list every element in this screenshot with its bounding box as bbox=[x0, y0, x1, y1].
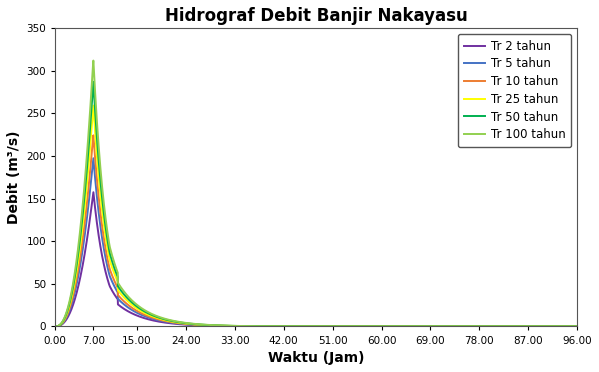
Tr 25 tahun bbox=[90, 103, 97, 108]
Line: Tr 10 tahun: Tr 10 tahun bbox=[55, 135, 577, 327]
Legend: Tr 2 tahun, Tr 5 tahun, Tr 10 tahun, Tr 25 tahun, Tr 50 tahun, Tr 100 tahun: Tr 2 tahun, Tr 5 tahun, Tr 10 tahun, Tr … bbox=[458, 34, 571, 147]
Tr 10 tahun bbox=[507, 324, 515, 329]
Tr 5 tahun bbox=[274, 324, 282, 328]
Tr 5 tahun bbox=[574, 324, 581, 329]
Tr 100 tahun bbox=[111, 263, 119, 267]
Tr 5 tahun bbox=[90, 156, 97, 160]
Line: Tr 2 tahun: Tr 2 tahun bbox=[55, 192, 577, 327]
Tr 25 tahun bbox=[252, 324, 259, 328]
Tr 2 tahun bbox=[564, 324, 571, 329]
Title: Hidrograf Debit Banjir Nakayasu: Hidrograf Debit Banjir Nakayasu bbox=[165, 7, 468, 25]
Y-axis label: Debit (m³/s): Debit (m³/s) bbox=[7, 131, 21, 224]
Tr 2 tahun bbox=[111, 293, 119, 298]
Tr 100 tahun bbox=[143, 309, 150, 313]
Tr 5 tahun bbox=[564, 324, 571, 329]
Tr 100 tahun bbox=[52, 324, 59, 329]
Line: Tr 100 tahun: Tr 100 tahun bbox=[55, 61, 577, 327]
Line: Tr 25 tahun: Tr 25 tahun bbox=[55, 106, 577, 327]
Tr 25 tahun bbox=[574, 324, 581, 329]
Tr 2 tahun bbox=[90, 190, 97, 195]
Tr 10 tahun bbox=[574, 324, 581, 329]
Tr 2 tahun bbox=[252, 324, 259, 328]
Tr 5 tahun bbox=[252, 324, 259, 328]
X-axis label: Waktu (Jam): Waktu (Jam) bbox=[268, 351, 365, 365]
Tr 25 tahun bbox=[274, 324, 282, 328]
Tr 50 tahun bbox=[564, 324, 571, 329]
Line: Tr 5 tahun: Tr 5 tahun bbox=[55, 158, 577, 327]
Tr 10 tahun bbox=[143, 313, 150, 318]
Tr 10 tahun bbox=[111, 280, 119, 285]
Tr 100 tahun bbox=[252, 324, 259, 328]
Tr 10 tahun bbox=[52, 324, 59, 329]
Tr 10 tahun bbox=[274, 324, 282, 328]
Tr 50 tahun bbox=[90, 80, 97, 84]
Tr 50 tahun bbox=[507, 324, 515, 329]
Tr 25 tahun bbox=[111, 273, 119, 278]
Tr 50 tahun bbox=[143, 310, 150, 314]
Tr 50 tahun bbox=[574, 324, 581, 329]
Tr 50 tahun bbox=[252, 324, 259, 328]
Tr 10 tahun bbox=[564, 324, 571, 329]
Tr 2 tahun bbox=[507, 324, 515, 329]
Tr 100 tahun bbox=[574, 324, 581, 329]
Tr 10 tahun bbox=[252, 324, 259, 328]
Tr 25 tahun bbox=[564, 324, 571, 329]
Tr 5 tahun bbox=[52, 324, 59, 329]
Tr 50 tahun bbox=[52, 324, 59, 329]
Tr 100 tahun bbox=[274, 324, 282, 328]
Tr 25 tahun bbox=[507, 324, 515, 329]
Tr 100 tahun bbox=[90, 58, 97, 63]
Line: Tr 50 tahun: Tr 50 tahun bbox=[55, 82, 577, 327]
Tr 5 tahun bbox=[143, 314, 150, 319]
Tr 100 tahun bbox=[564, 324, 571, 329]
Tr 2 tahun bbox=[143, 317, 150, 321]
Tr 100 tahun bbox=[507, 324, 515, 329]
Tr 50 tahun bbox=[111, 267, 119, 272]
Tr 5 tahun bbox=[507, 324, 515, 329]
Tr 2 tahun bbox=[52, 324, 59, 329]
Tr 25 tahun bbox=[52, 324, 59, 329]
Tr 10 tahun bbox=[90, 133, 97, 138]
Tr 25 tahun bbox=[143, 311, 150, 316]
Tr 5 tahun bbox=[111, 285, 119, 290]
Tr 2 tahun bbox=[274, 324, 282, 328]
Tr 50 tahun bbox=[274, 324, 282, 328]
Tr 2 tahun bbox=[574, 324, 581, 329]
